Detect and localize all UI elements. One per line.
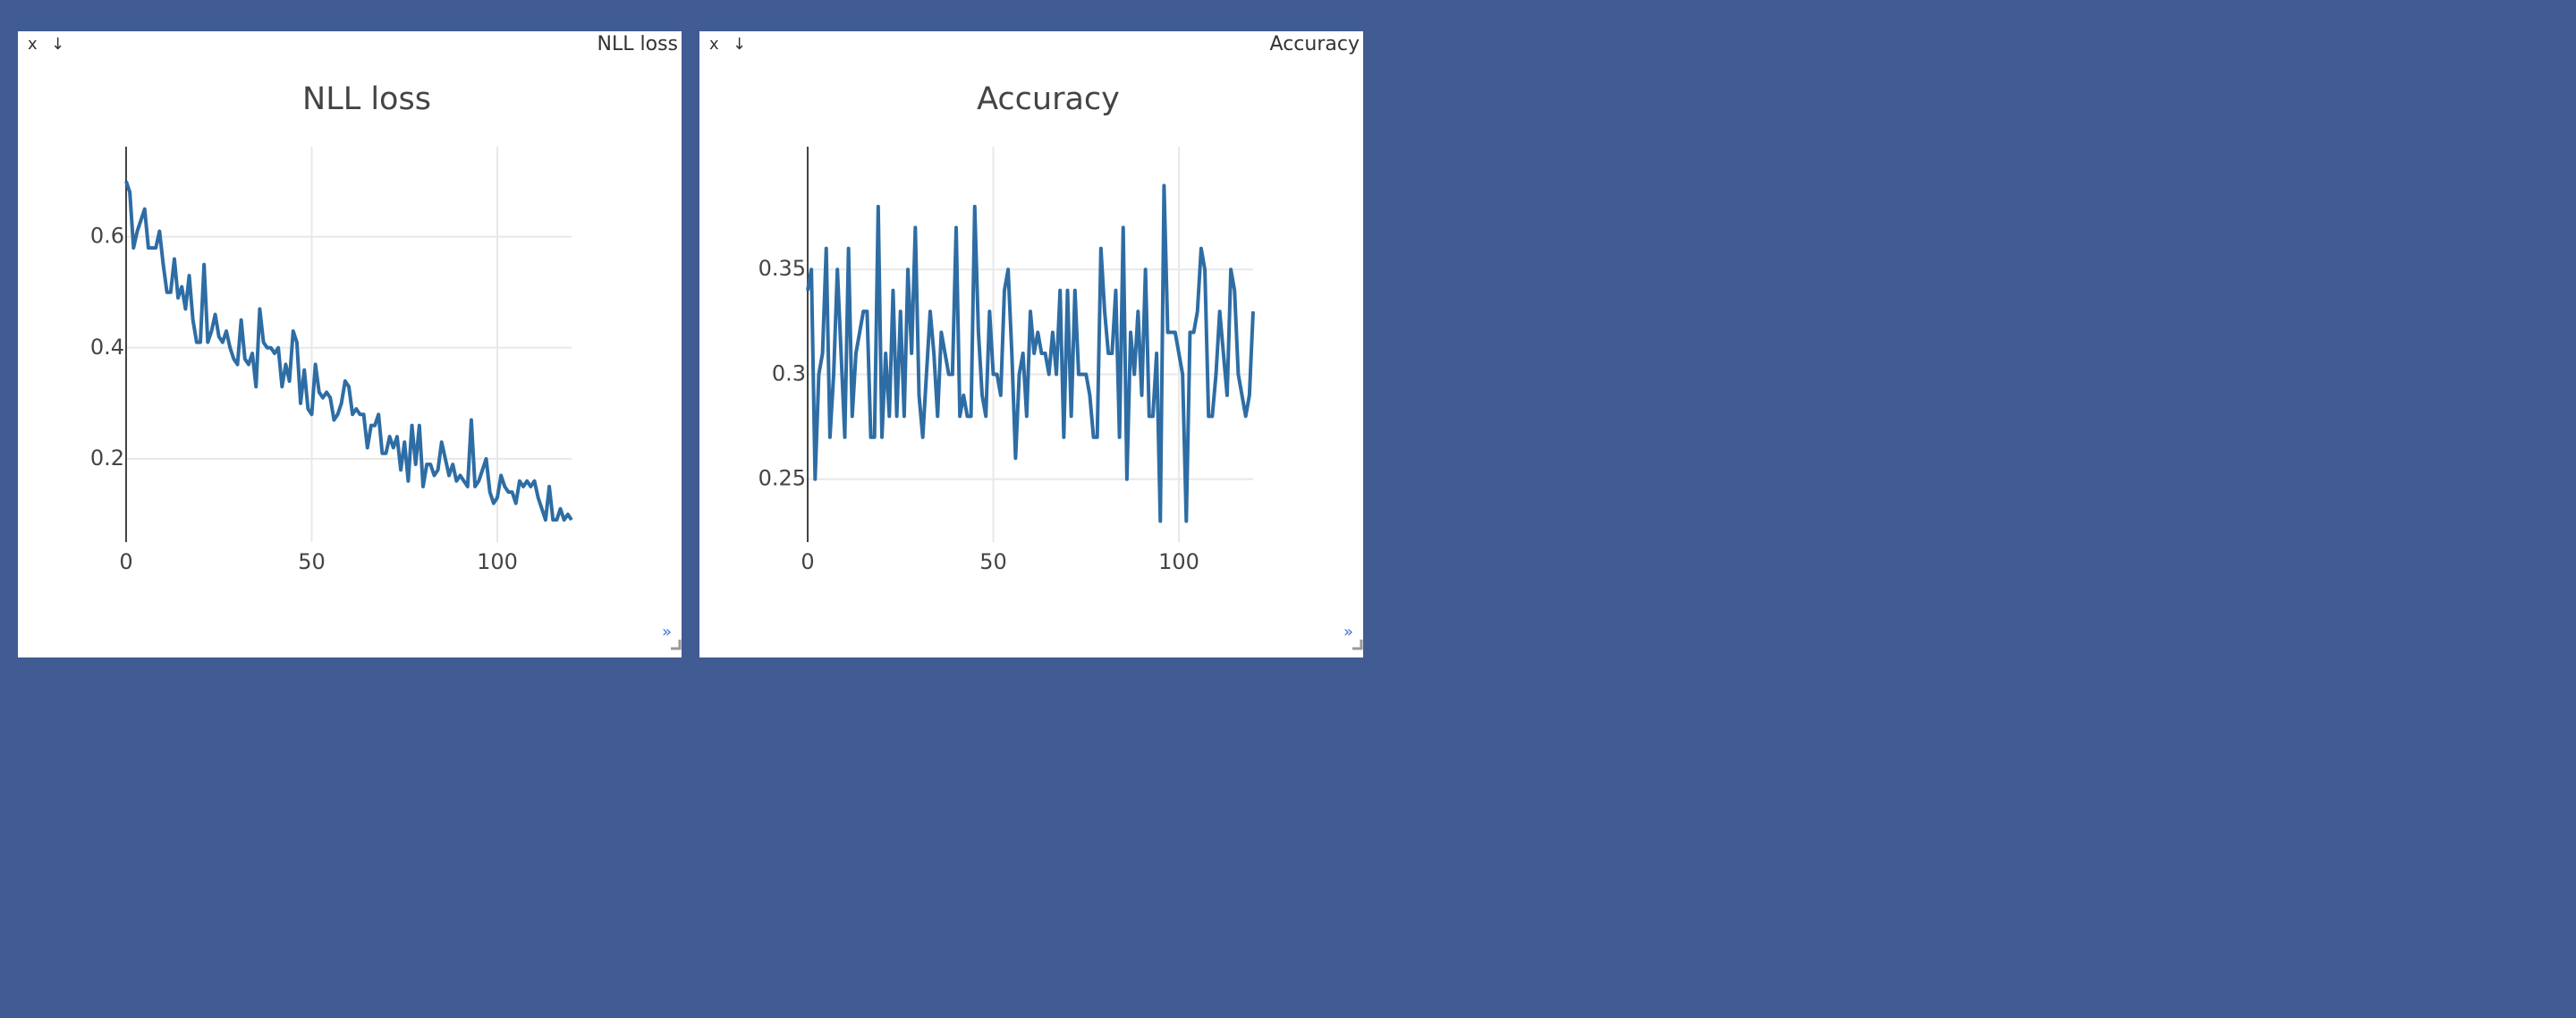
pane: x ↓ NLL loss » NLL loss 0 50 100 0.2 0.4 0.6	[18, 31, 682, 657]
chart-title: NLL loss	[302, 81, 431, 117]
data-line	[806, 183, 1255, 523]
x-tick-label: 50	[979, 549, 1007, 574]
chart: x ↓ Accuracy » Accuracy 0 50 100 0.25 0.3 0.35	[709, 33, 1363, 650]
x-tick-label: 100	[1158, 549, 1199, 574]
download-button[interactable]: ↓	[733, 35, 746, 54]
y-tick-label: 0.6	[90, 224, 124, 249]
y-tick-label: 0.25	[758, 466, 806, 491]
pane: x ↓ Accuracy » Accuracy 0 50 100 0.25 0.3 0.35	[699, 31, 1363, 657]
expand-button[interactable]: »	[1343, 623, 1353, 641]
data-line	[124, 180, 573, 522]
close-button[interactable]: x	[28, 35, 38, 54]
y-tick-label: 0.3	[772, 361, 806, 386]
resize-handle[interactable]	[671, 640, 682, 650]
y-tick-label: 0.35	[758, 256, 806, 281]
x-tick-label: 50	[298, 549, 326, 574]
pane-title: Accuracy	[1270, 33, 1360, 55]
x-tick-label: 100	[477, 549, 518, 574]
expand-button[interactable]: »	[662, 623, 672, 641]
download-button[interactable]: ↓	[51, 35, 64, 54]
x-tick-label: 0	[801, 549, 814, 574]
pane-title: NLL loss	[597, 33, 678, 55]
resize-handle[interactable]	[1352, 640, 1363, 650]
chart: x ↓ NLL loss » NLL loss 0 50 100 0.2 0.4 0.6	[28, 33, 682, 650]
x-tick-label: 0	[119, 549, 132, 574]
close-button[interactable]: x	[709, 35, 719, 54]
y-tick-label: 0.4	[90, 335, 124, 360]
y-tick-label: 0.2	[90, 445, 124, 471]
chart-title: Accuracy	[977, 81, 1120, 117]
